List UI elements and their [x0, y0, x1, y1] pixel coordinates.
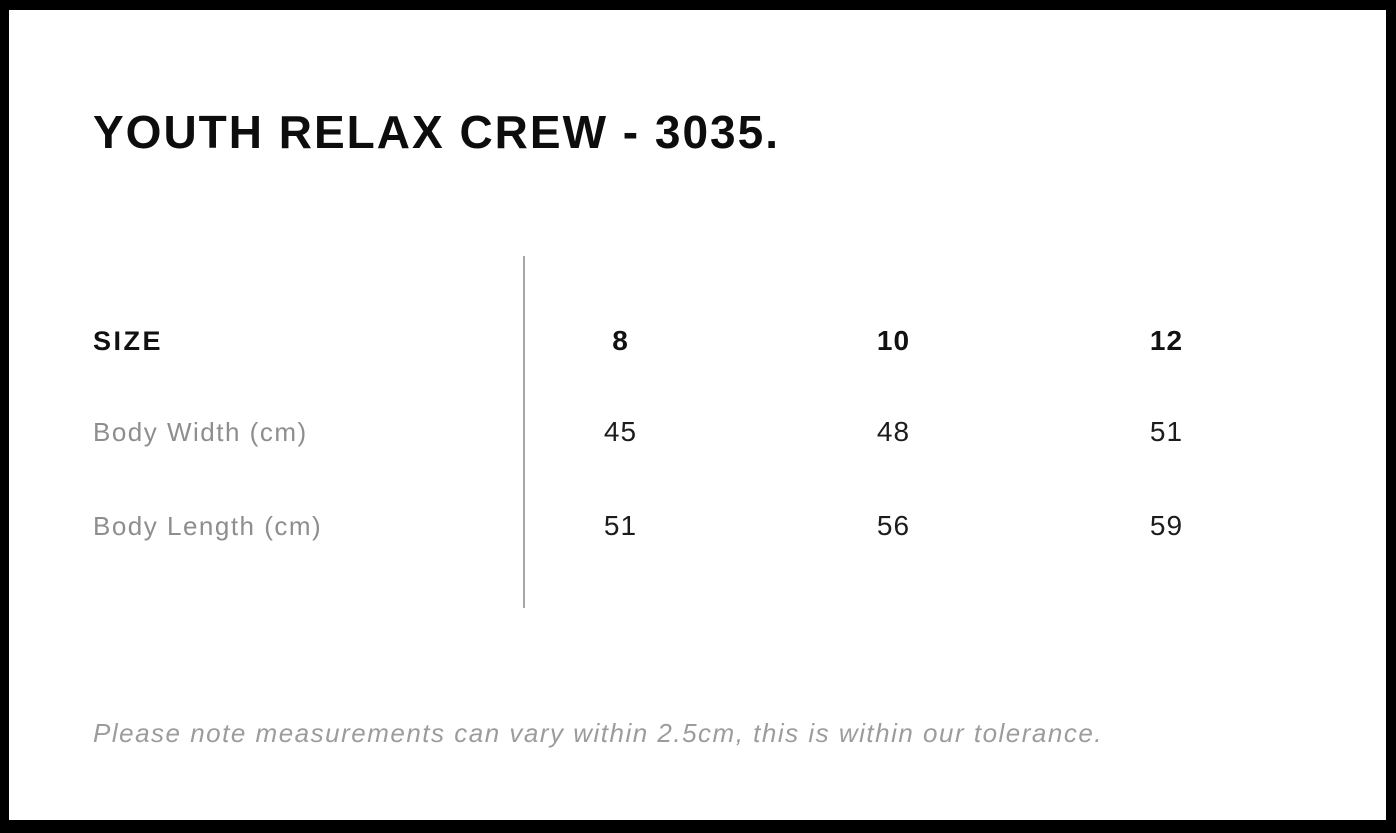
size-column-header-8: 8	[612, 325, 629, 356]
body-width-value-size-10: 48	[876, 416, 911, 447]
page-title: YOUTH RELAX CREW - 3035.	[93, 106, 780, 158]
body-length-value-size-10: 56	[876, 510, 911, 541]
size-header-row: SIZE 8 10 12	[93, 325, 1303, 357]
size-header-label: SIZE	[93, 325, 164, 356]
body-width-value-size-8: 45	[603, 416, 638, 447]
row-label-body-width: Body Width (cm)	[93, 416, 308, 447]
row-label-body-length: Body Length (cm)	[93, 510, 323, 541]
measurement-row-body-width: Body Width (cm) 45 48 51	[93, 416, 1303, 448]
size-column-header-12: 12	[1149, 325, 1184, 356]
body-width-value-size-12: 51	[1149, 416, 1184, 447]
body-length-value-size-8: 51	[603, 510, 638, 541]
size-chart: SIZE 8 10 12 Body Width (cm) 45 48 51 Bo…	[93, 10, 1303, 820]
column-divider	[523, 256, 525, 608]
tolerance-note: Please note measurements can vary within…	[93, 718, 1104, 748]
measurement-row-body-length: Body Length (cm) 51 56 59	[93, 510, 1303, 542]
size-column-header-10: 10	[876, 325, 911, 356]
body-length-value-size-12: 59	[1149, 510, 1184, 541]
size-guide-panel: YOUTH RELAX CREW - 3035. SIZE 8 10 12 Bo…	[9, 10, 1386, 820]
